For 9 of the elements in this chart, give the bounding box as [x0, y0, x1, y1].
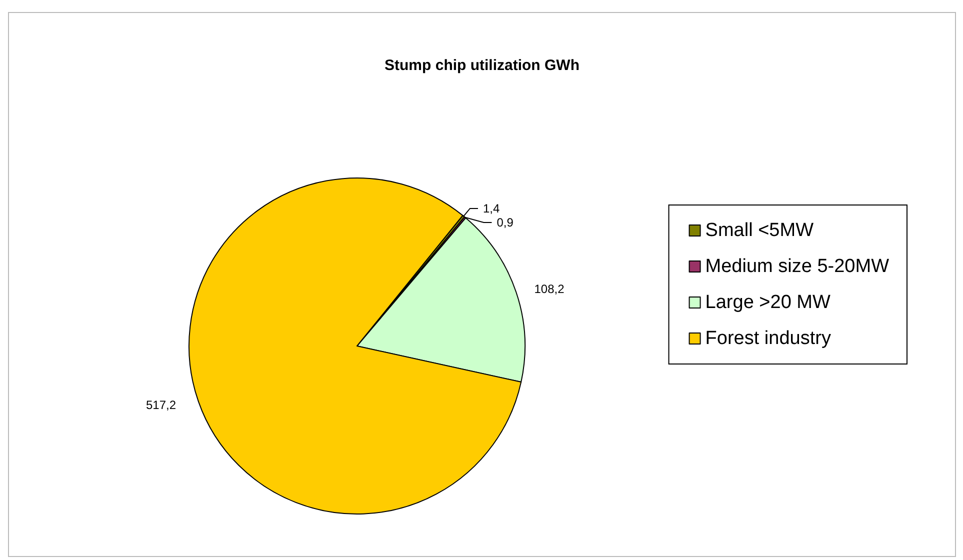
data-label: 1,4: [482, 201, 500, 216]
data-label: 517,2: [146, 398, 176, 412]
chart-title: Stump chip utilization GWh: [384, 57, 580, 74]
legend-label: Forest industry: [705, 328, 832, 349]
data-label: 108,2: [534, 282, 565, 296]
legend-label: Small <5MW: [705, 220, 814, 241]
legend-label: Medium size 5-20MW: [705, 256, 890, 277]
data-label: 0,9: [496, 215, 514, 230]
legend-label: Large >20 MW: [705, 292, 830, 313]
